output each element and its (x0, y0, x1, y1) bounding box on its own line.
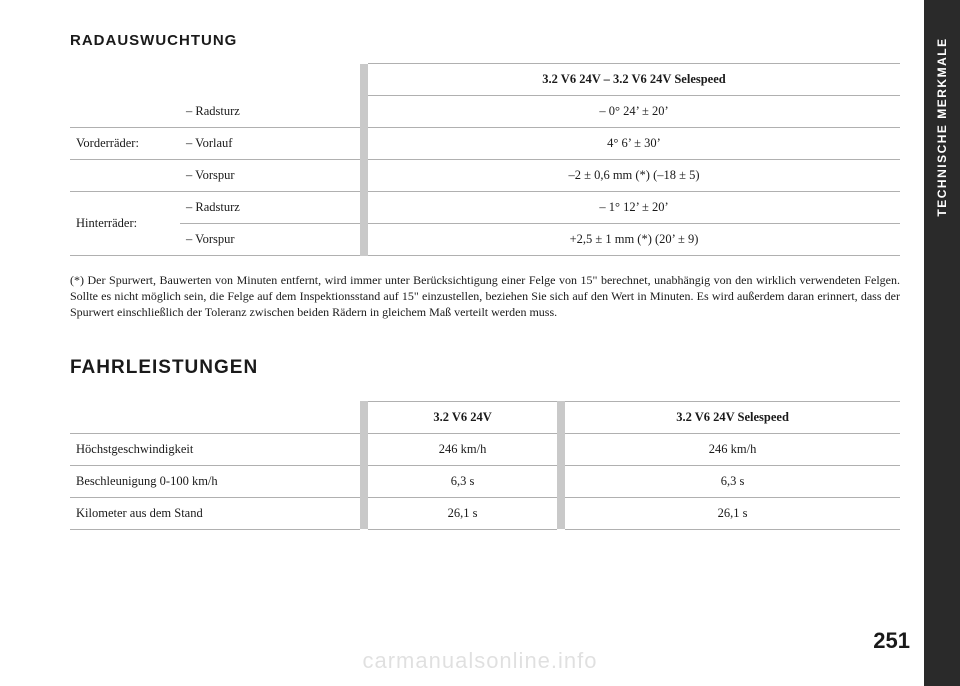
column-separator (360, 128, 368, 160)
value-cell: –2 ± 0,6 mm (*) (–18 ± 5) (368, 160, 900, 192)
sub-label: – Radsturz (180, 192, 360, 224)
model-header: 3.2 V6 24V – 3.2 V6 24V Selespeed (368, 64, 900, 96)
column-separator (557, 465, 565, 497)
column-separator (360, 465, 368, 497)
value-cell: 26,1 s (368, 497, 557, 529)
sub-label: – Radsturz (180, 96, 360, 128)
table-row: Hinterräder: – Radsturz – 1° 12’ ± 20’ (70, 192, 900, 224)
value-cell: 4° 6’ ± 30’ (368, 128, 900, 160)
column-separator (360, 160, 368, 192)
value-cell: 246 km/h (565, 433, 900, 465)
side-tab: TECHNISCHE MERKMALE (924, 0, 960, 686)
side-tab-label: TECHNISCHE MERKMALE (935, 37, 949, 216)
column-separator (360, 64, 368, 96)
column-separator (557, 401, 565, 433)
page: RADAUSWUCHTUNG 3.2 V6 24V – 3.2 V6 24V S… (0, 0, 960, 686)
column-separator (360, 497, 368, 529)
table-header-row: 3.2 V6 24V 3.2 V6 24V Selespeed (70, 401, 900, 433)
table-row: – Radsturz – 0° 24’ ± 20’ (70, 96, 900, 128)
blank-cell (70, 96, 180, 128)
column-header: 3.2 V6 24V (368, 401, 557, 433)
column-header: 3.2 V6 24V Selespeed (565, 401, 900, 433)
table-row: – Vorspur +2,5 ± 1 mm (*) (20’ ± 9) (70, 224, 900, 256)
value-cell: +2,5 ± 1 mm (*) (20’ ± 9) (368, 224, 900, 256)
table-row: – Vorspur –2 ± 0,6 mm (*) (–18 ± 5) (70, 160, 900, 192)
row-label: Kilometer aus dem Stand (70, 497, 360, 529)
footnote-text: (*) Der Spurwert, Bauwerten von Minuten … (70, 272, 900, 321)
sub-label: – Vorspur (180, 160, 360, 192)
value-cell: 6,3 s (565, 465, 900, 497)
sub-label: – Vorspur (180, 224, 360, 256)
column-separator (557, 497, 565, 529)
table-row: Höchstgeschwindigkeit 246 km/h 246 km/h (70, 433, 900, 465)
blank-cell (70, 64, 180, 96)
value-cell: 26,1 s (565, 497, 900, 529)
wheel-alignment-table: 3.2 V6 24V – 3.2 V6 24V Selespeed – Rads… (70, 63, 900, 256)
blank-cell (70, 160, 180, 192)
performance-table: 3.2 V6 24V 3.2 V6 24V Selespeed Höchstge… (70, 401, 900, 530)
rear-wheels-label: Hinterräder: (70, 192, 180, 256)
table-row: Vorderräder: – Vorlauf 4° 6’ ± 30’ (70, 128, 900, 160)
front-wheels-label: Vorderräder: (70, 128, 180, 160)
row-label: Höchstgeschwindigkeit (70, 433, 360, 465)
row-label: Beschleunigung 0-100 km/h (70, 465, 360, 497)
column-separator (360, 224, 368, 256)
sub-label: – Vorlauf (180, 128, 360, 160)
column-separator (360, 96, 368, 128)
column-separator (360, 401, 368, 433)
table-row: Beschleunigung 0-100 km/h 6,3 s 6,3 s (70, 465, 900, 497)
value-cell: 6,3 s (368, 465, 557, 497)
value-cell: – 1° 12’ ± 20’ (368, 192, 900, 224)
column-separator (360, 192, 368, 224)
watermark-text: carmanualsonline.info (0, 648, 960, 674)
content-area: RADAUSWUCHTUNG 3.2 V6 24V – 3.2 V6 24V S… (70, 32, 900, 530)
blank-cell (70, 401, 360, 433)
table-row: Kilometer aus dem Stand 26,1 s 26,1 s (70, 497, 900, 529)
table-header-row: 3.2 V6 24V – 3.2 V6 24V Selespeed (70, 64, 900, 96)
blank-cell (180, 64, 360, 96)
column-separator (557, 433, 565, 465)
section-title-fahrleistungen: FAHRLEISTUNGEN (70, 357, 900, 379)
value-cell: – 0° 24’ ± 20’ (368, 96, 900, 128)
column-separator (360, 433, 368, 465)
value-cell: 246 km/h (368, 433, 557, 465)
section-title-radauswuchtung: RADAUSWUCHTUNG (70, 32, 900, 49)
